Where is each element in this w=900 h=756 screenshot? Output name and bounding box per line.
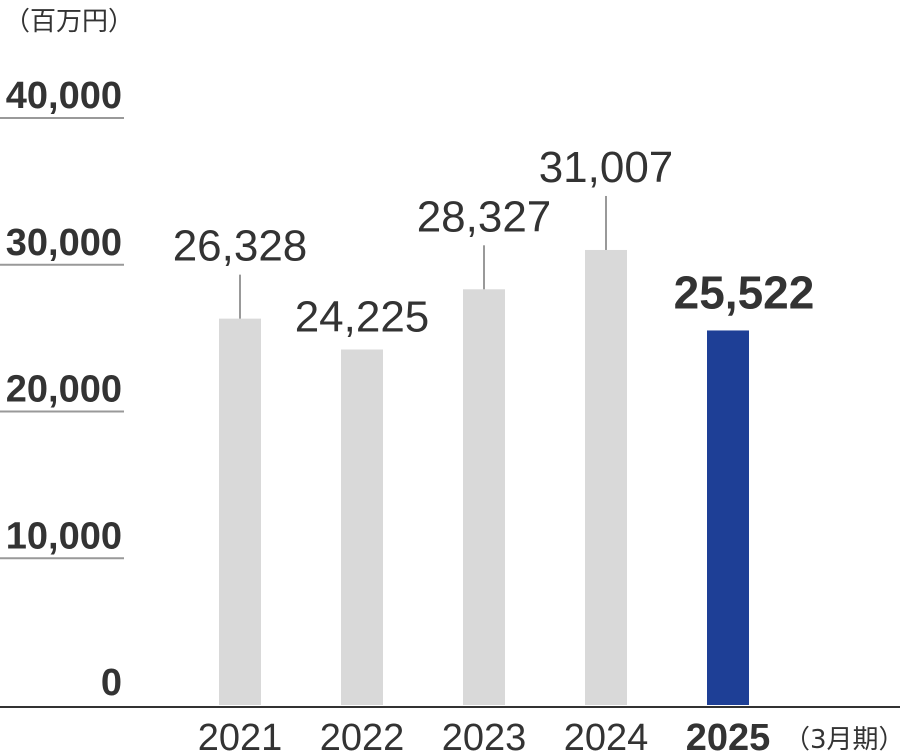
y-tick-label: 20,000 — [6, 369, 122, 411]
value-label-2021: 26,328 — [173, 222, 308, 271]
x-axis-labels: 2021 2022 2023 2024 2025 — [198, 717, 771, 756]
y-tick-label: 40,000 — [6, 75, 122, 117]
bar-2025 — [707, 330, 749, 705]
y-tick-label: 0 — [101, 662, 122, 704]
category-label-2023: 2023 — [442, 717, 527, 756]
bar-2021 — [219, 318, 261, 705]
y-axis-ticks: 0 10,000 20,000 30,000 40,000 — [0, 75, 124, 704]
y-tick-label: 10,000 — [6, 515, 122, 557]
leader-lines — [239, 195, 607, 319]
value-label-2024: 31,007 — [539, 143, 674, 192]
category-label-2024: 2024 — [564, 717, 649, 756]
bar-2024 — [585, 249, 627, 705]
bar-2022 — [341, 349, 383, 705]
value-label-2023: 28,327 — [417, 192, 552, 241]
y-axis-unit-label: （百万円） — [4, 7, 134, 37]
category-label-2021: 2021 — [198, 717, 283, 756]
y-tick-label: 30,000 — [6, 222, 122, 264]
category-label-2025: 2025 — [686, 717, 771, 756]
value-label-2022: 24,225 — [295, 292, 430, 341]
category-label-2022: 2022 — [320, 717, 405, 756]
value-label-2025: 25,522 — [674, 266, 815, 318]
bar-2023 — [463, 289, 505, 705]
bars — [219, 249, 749, 705]
x-axis-period-label: （3月期） — [784, 725, 900, 755]
